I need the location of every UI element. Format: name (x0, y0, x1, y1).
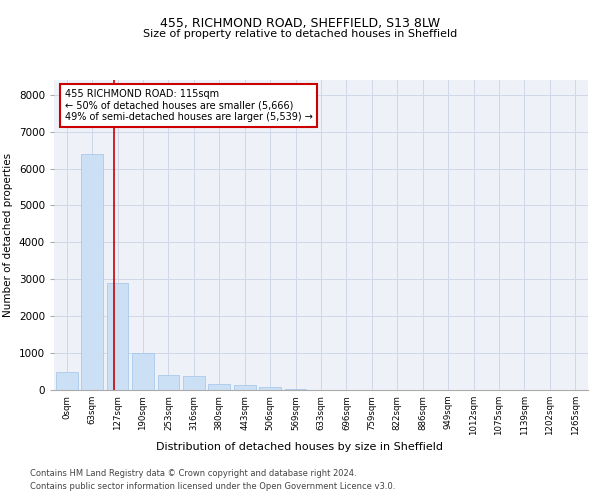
Bar (82, 154, 103, 390)
Bar (107, 283, 128, 390)
Text: Distribution of detached houses by size in Sheffield: Distribution of detached houses by size … (157, 442, 443, 452)
Bar (183, 376, 205, 390)
Bar (208, 384, 230, 390)
Text: Contains HM Land Registry data © Crown copyright and database right 2024.: Contains HM Land Registry data © Crown c… (30, 468, 356, 477)
Bar (234, 385, 256, 390)
Text: 455 RICHMOND ROAD: 115sqm
← 50% of detached houses are smaller (5,666)
49% of se: 455 RICHMOND ROAD: 115sqm ← 50% of detac… (65, 90, 313, 122)
Bar (132, 353, 154, 390)
Bar (56, 372, 77, 390)
Bar (259, 388, 281, 390)
Y-axis label: Number of detached properties: Number of detached properties (3, 153, 13, 317)
Bar (158, 375, 179, 390)
Text: 455, RICHMOND ROAD, SHEFFIELD, S13 8LW: 455, RICHMOND ROAD, SHEFFIELD, S13 8LW (160, 18, 440, 30)
Text: Contains public sector information licensed under the Open Government Licence v3: Contains public sector information licen… (30, 482, 395, 491)
Text: Size of property relative to detached houses in Sheffield: Size of property relative to detached ho… (143, 29, 457, 39)
